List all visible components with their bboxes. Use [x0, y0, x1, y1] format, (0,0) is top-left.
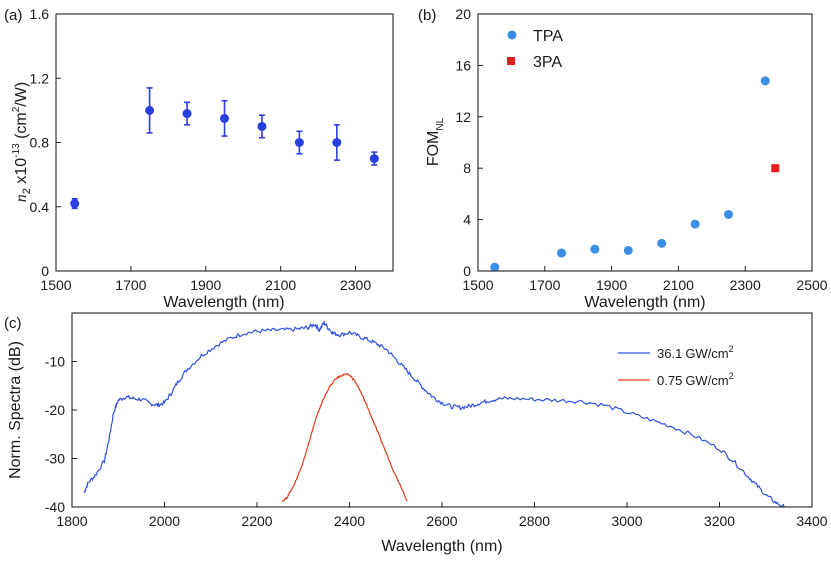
- panel-b-point-tpa: [557, 248, 566, 258]
- panel-b-point-tpa: [657, 238, 667, 248]
- legend-high-label: 36.1 GW/cm2: [657, 344, 734, 361]
- panel-c-ytick-label: -10: [45, 354, 65, 370]
- panel-b-ytick-label: 8: [463, 160, 471, 176]
- panel-a-ytick-label: 1.2: [30, 70, 50, 86]
- panel-b-xtick-label: 1700: [529, 277, 560, 293]
- panel-a: (a) 0 0.4 0.8 1.2 1.6 1500 1700 1900 2100 2300 W…: [4, 6, 394, 311]
- panel-a-ytick-label: 1.6: [30, 6, 50, 22]
- panel-a-point: [294, 138, 304, 147]
- panel-c-xlabel: Wavelength (nm): [381, 538, 502, 555]
- panel-b-point-3pa: [771, 164, 780, 173]
- panel-a-ylabel: n2 x10-13 (cm2/W): [11, 82, 33, 202]
- panel-c-xtick-label: 2800: [519, 513, 550, 529]
- panel-b-ytick-label: 12: [455, 109, 471, 125]
- panel-c-xtick-label: 2200: [241, 513, 272, 529]
- panel-c-xtick-label: 2600: [426, 513, 457, 529]
- panel-a-point: [70, 199, 80, 209]
- panel-c-ytick-label: -30: [45, 451, 65, 467]
- panel-b-ytick-label: 4: [463, 212, 471, 228]
- panel-c-xtick-label: 3000: [611, 513, 642, 529]
- panel-c-ytick-label: -20: [45, 402, 65, 418]
- panel-c-xtick-label: 2000: [149, 513, 180, 529]
- panel-a-xtick-label: 1500: [40, 277, 71, 293]
- panel-b-point-tpa: [690, 219, 700, 229]
- panel-a-frame: [55, 13, 394, 272]
- panel-a-xtick-label: 2100: [265, 277, 296, 293]
- panel-a-point: [220, 113, 229, 123]
- panel-a-point: [257, 121, 267, 131]
- panel-b-xtick-label: 2300: [730, 277, 761, 293]
- panel-b-frame: [477, 13, 813, 272]
- panel-c-xtick-label: 3400: [796, 513, 827, 529]
- legend-3pa-marker: [507, 57, 515, 65]
- panel-b-point-tpa: [490, 262, 500, 272]
- panel-b-ylabel: FOMNL: [425, 117, 446, 166]
- panel-b-xlabel: Wavelength (nm): [584, 294, 705, 311]
- panel-a-xlabel: Wavelength (nm): [163, 294, 284, 311]
- panel-c-label: (c): [4, 315, 22, 332]
- panel-a-point: [145, 105, 155, 115]
- panel-a-point: [332, 138, 342, 147]
- panel-b-xtick-label: 1900: [596, 277, 627, 293]
- legend-tpa-label: TPA: [533, 28, 563, 45]
- legend-3pa-label: 3PA: [533, 54, 562, 71]
- panel-b-point-tpa: [724, 209, 733, 219]
- panel-a-point: [369, 154, 379, 164]
- panel-b-point-tpa: [623, 245, 633, 255]
- panel-a-xtick-label: 1900: [190, 277, 221, 293]
- panel-c-ylabel: Norm. Spectra (dB): [7, 341, 24, 479]
- panel-b-xtick-label: 1500: [462, 277, 493, 293]
- panel-b-label: (b): [418, 7, 436, 24]
- panel-c-frame: [71, 312, 813, 508]
- panel-b-xtick-label: 2100: [663, 277, 694, 293]
- panel-b-ytick-label: 0: [463, 263, 471, 279]
- panel-c-xtick-label: 2400: [334, 513, 365, 529]
- legend-low-label: 0.75 GW/cm2: [657, 371, 734, 388]
- panel-c-ytick-label: -40: [45, 499, 65, 515]
- panel-a-ytick-label: 0: [41, 263, 49, 279]
- panel-a-label: (a): [4, 7, 22, 24]
- panel-a-point: [182, 109, 192, 119]
- panel-c-series-36-1: [83, 320, 785, 508]
- panel-b-ytick-label: 16: [455, 57, 471, 73]
- panel-c-series-0-75: [281, 373, 408, 503]
- panel-b-ytick-label: 20: [455, 6, 471, 22]
- panel-a-ytick-label: 0.4: [30, 199, 50, 215]
- panel-b: (b) 0 4 8 12 16 20 1500 1700 1900 2100 2300 2500 W…: [418, 6, 828, 311]
- panel-a-xtick-label: 1700: [115, 277, 146, 293]
- panel-b-point-tpa: [760, 76, 770, 86]
- panel-b-xtick-label: 2500: [796, 277, 827, 293]
- panel-a-xtick-label: 2300: [340, 277, 371, 293]
- panel-c-xtick-label: 1800: [56, 513, 87, 529]
- panel-c: (c) -40 -30 -20 -10 1800 2000 2200 2400 2600 280…: [4, 312, 828, 555]
- panel-c-xtick-label: 3200: [704, 513, 735, 529]
- legend-tpa-marker: [507, 30, 517, 40]
- panel-b-point-tpa: [590, 244, 600, 254]
- panel-a-ytick-label: 0.8: [30, 135, 50, 151]
